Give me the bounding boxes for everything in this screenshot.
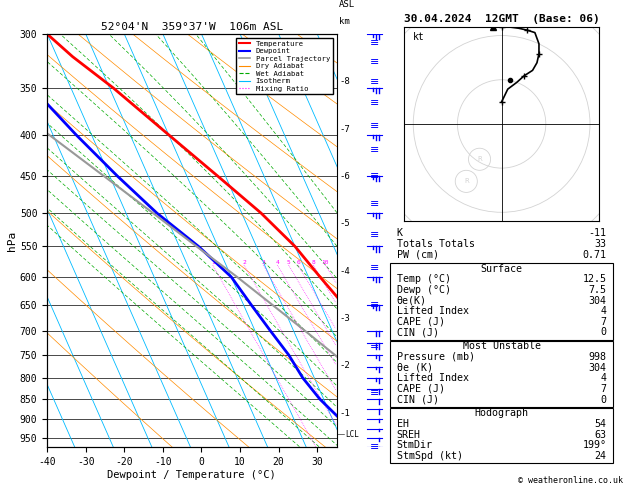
Text: -3: -3 bbox=[339, 314, 350, 323]
Text: 10: 10 bbox=[321, 260, 329, 265]
FancyBboxPatch shape bbox=[390, 408, 613, 463]
Text: 8: 8 bbox=[311, 260, 315, 265]
Text: -6: -6 bbox=[339, 172, 350, 181]
Text: 6: 6 bbox=[296, 260, 300, 265]
Text: -4: -4 bbox=[339, 267, 350, 276]
Text: EH: EH bbox=[397, 419, 409, 429]
Text: ≡: ≡ bbox=[370, 300, 379, 310]
Text: -5: -5 bbox=[339, 219, 350, 228]
Text: PW (cm): PW (cm) bbox=[397, 250, 438, 260]
Text: Lifted Index: Lifted Index bbox=[397, 373, 469, 383]
Text: ≡: ≡ bbox=[370, 388, 379, 398]
Text: 2: 2 bbox=[242, 260, 246, 265]
Text: ≡: ≡ bbox=[370, 442, 379, 452]
Text: -8: -8 bbox=[339, 77, 350, 86]
Text: Most Unstable: Most Unstable bbox=[462, 341, 541, 351]
Text: CAPE (J): CAPE (J) bbox=[397, 384, 445, 394]
Text: 30.04.2024  12GMT  (Base: 06): 30.04.2024 12GMT (Base: 06) bbox=[404, 14, 599, 24]
Text: kt: kt bbox=[413, 32, 425, 42]
Text: Lifted Index: Lifted Index bbox=[397, 306, 469, 316]
Text: SREH: SREH bbox=[397, 430, 421, 440]
Text: ≡: ≡ bbox=[370, 230, 379, 240]
Text: ≡: ≡ bbox=[370, 145, 379, 155]
Text: Totals Totals: Totals Totals bbox=[397, 239, 475, 249]
Text: 24: 24 bbox=[594, 451, 606, 461]
Text: 3: 3 bbox=[261, 260, 265, 265]
Text: 7: 7 bbox=[601, 384, 606, 394]
Text: 12.5: 12.5 bbox=[582, 274, 606, 284]
Text: ≡: ≡ bbox=[370, 171, 379, 181]
Text: StmSpd (kt): StmSpd (kt) bbox=[397, 451, 463, 461]
Text: CIN (J): CIN (J) bbox=[397, 395, 438, 404]
Text: 63: 63 bbox=[594, 430, 606, 440]
Text: θe (K): θe (K) bbox=[397, 363, 433, 373]
Text: CIN (J): CIN (J) bbox=[397, 328, 438, 337]
Text: LCL: LCL bbox=[345, 430, 359, 439]
Legend: Temperature, Dewpoint, Parcel Trajectory, Dry Adiabat, Wet Adiabat, Isotherm, Mi: Temperature, Dewpoint, Parcel Trajectory… bbox=[236, 37, 333, 94]
Text: Dewp (°C): Dewp (°C) bbox=[397, 285, 451, 295]
Text: 0: 0 bbox=[601, 328, 606, 337]
Text: CAPE (J): CAPE (J) bbox=[397, 317, 445, 327]
Text: 1: 1 bbox=[211, 260, 214, 265]
Text: StmDir: StmDir bbox=[397, 440, 433, 451]
Text: © weatheronline.co.uk: © weatheronline.co.uk bbox=[518, 476, 623, 485]
Text: ≡: ≡ bbox=[370, 263, 379, 273]
Text: -7: -7 bbox=[339, 124, 350, 134]
Text: 304: 304 bbox=[589, 295, 606, 306]
Text: R: R bbox=[477, 156, 482, 162]
Text: 33: 33 bbox=[594, 239, 606, 249]
Text: -2: -2 bbox=[339, 362, 350, 370]
Text: 4: 4 bbox=[276, 260, 279, 265]
Text: -11: -11 bbox=[589, 228, 606, 239]
Text: ≡: ≡ bbox=[370, 77, 379, 87]
Text: ≡: ≡ bbox=[370, 199, 379, 209]
Text: R: R bbox=[464, 178, 469, 184]
Text: 4: 4 bbox=[601, 306, 606, 316]
FancyBboxPatch shape bbox=[390, 341, 613, 407]
Text: 4: 4 bbox=[601, 373, 606, 383]
Text: ≡: ≡ bbox=[370, 38, 379, 48]
Text: -1: -1 bbox=[339, 409, 350, 418]
FancyBboxPatch shape bbox=[390, 263, 613, 340]
Text: Surface: Surface bbox=[481, 263, 523, 274]
Text: 7.5: 7.5 bbox=[589, 285, 606, 295]
Text: 0.71: 0.71 bbox=[582, 250, 606, 260]
Text: 0: 0 bbox=[601, 395, 606, 404]
Text: Temp (°C): Temp (°C) bbox=[397, 274, 451, 284]
Text: ≡: ≡ bbox=[370, 121, 379, 131]
Text: 7: 7 bbox=[601, 317, 606, 327]
Text: Pressure (mb): Pressure (mb) bbox=[397, 352, 475, 362]
Text: 5: 5 bbox=[287, 260, 291, 265]
Text: ASL: ASL bbox=[339, 0, 355, 9]
Text: km: km bbox=[339, 17, 350, 26]
Text: K: K bbox=[397, 228, 403, 239]
Text: ≡: ≡ bbox=[370, 341, 379, 351]
Text: 998: 998 bbox=[589, 352, 606, 362]
Text: ≡: ≡ bbox=[370, 98, 379, 108]
Text: 54: 54 bbox=[594, 419, 606, 429]
Text: 304: 304 bbox=[589, 363, 606, 373]
X-axis label: Dewpoint / Temperature (°C): Dewpoint / Temperature (°C) bbox=[108, 469, 276, 480]
Title: 52°04'N  359°37'W  106m ASL: 52°04'N 359°37'W 106m ASL bbox=[101, 22, 283, 32]
Y-axis label: hPa: hPa bbox=[7, 230, 17, 251]
Text: Hodograph: Hodograph bbox=[475, 408, 528, 418]
Text: θe(K): θe(K) bbox=[397, 295, 426, 306]
Text: ≡: ≡ bbox=[370, 57, 379, 67]
Text: 199°: 199° bbox=[582, 440, 606, 451]
